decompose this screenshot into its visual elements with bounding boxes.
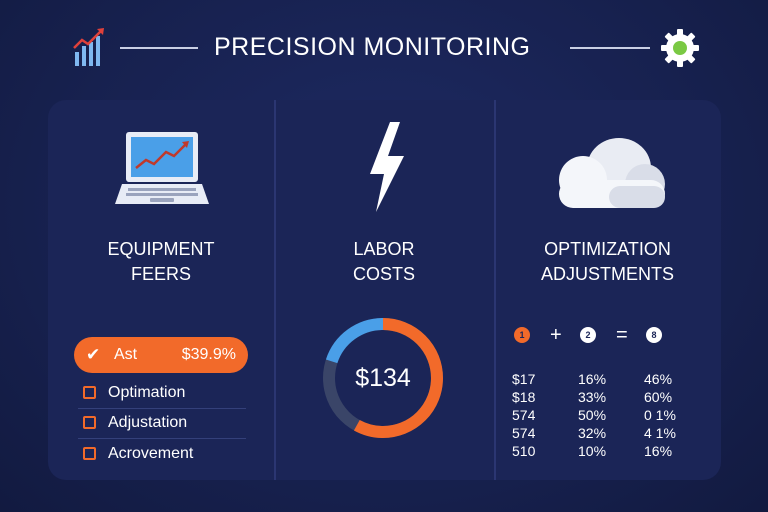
lightning-bolt-icon bbox=[370, 122, 404, 212]
main-panel: EQUIPMENT FEERS ✔ Ast $39.9% Optimation … bbox=[48, 100, 721, 480]
table-cell: $17 bbox=[512, 371, 536, 387]
equipment-title-line1: EQUIPMENT bbox=[107, 239, 215, 259]
table-cell: 4 1% bbox=[644, 425, 676, 441]
table-cell: 0 1% bbox=[644, 407, 676, 423]
list-divider bbox=[78, 438, 246, 439]
labor-title-line1: LABOR bbox=[353, 239, 415, 259]
donut-value: $134 bbox=[355, 364, 411, 392]
table-cell: 33% bbox=[578, 389, 607, 405]
highlight-pill[interactable]: ✔ Ast $39.9% bbox=[74, 337, 248, 373]
table-cell: 10% bbox=[578, 443, 607, 459]
list-item-label: Optimation bbox=[108, 384, 186, 401]
table-cell: 50% bbox=[578, 407, 607, 423]
list-item-label: Acrovement bbox=[108, 445, 194, 462]
table-cell: 16% bbox=[644, 443, 673, 459]
gear-icon[interactable] bbox=[660, 28, 700, 68]
pill-value: $39.9% bbox=[181, 346, 236, 363]
laptop-chart-icon bbox=[115, 132, 209, 204]
list-item[interactable]: Acrovement bbox=[78, 440, 246, 470]
column-divider bbox=[494, 100, 496, 480]
table-cell: 510 bbox=[512, 443, 536, 459]
header: PRECISION MONITORING bbox=[0, 0, 768, 95]
labor-column: LABOR COSTS $134 bbox=[274, 100, 494, 480]
donut-segment-orange bbox=[323, 318, 443, 438]
equation-term-a: 1 bbox=[514, 327, 530, 343]
equation-equals: = bbox=[616, 324, 628, 346]
equipment-column: EQUIPMENT FEERS ✔ Ast $39.9% Optimation … bbox=[48, 100, 274, 480]
edit-checkbox-icon bbox=[83, 386, 96, 399]
donut-segment-blue bbox=[323, 318, 443, 438]
list-item[interactable]: Optimation bbox=[78, 379, 246, 409]
labor-title-line2: COSTS bbox=[352, 264, 415, 284]
header-divider-left bbox=[120, 47, 198, 49]
optimization-title-line1: OPTIMIZATION bbox=[544, 239, 671, 259]
pill-label: Ast bbox=[114, 346, 138, 363]
equation-term-c: 8 bbox=[646, 327, 662, 343]
edit-checkbox-icon bbox=[83, 416, 96, 429]
table-cell: 574 bbox=[512, 407, 536, 423]
equipment-title-line2: FEERS bbox=[130, 264, 191, 284]
donut-gauge bbox=[323, 318, 443, 438]
table-cell: 574 bbox=[512, 425, 536, 441]
list-item[interactable]: Adjustation bbox=[78, 409, 246, 439]
bar-chart-growth-icon bbox=[73, 28, 104, 66]
list-item-label: Adjustation bbox=[108, 414, 188, 431]
header-divider-right bbox=[570, 47, 650, 49]
table-cell: 60% bbox=[644, 389, 673, 405]
table-cell: $18 bbox=[512, 389, 536, 405]
optimization-column: OPTIMIZATION ADJUSTMENTS 1 + 2 = 8 $17 1… bbox=[494, 100, 721, 480]
optimization-title-line2: ADJUSTMENTS bbox=[540, 264, 674, 284]
edit-checkbox-icon bbox=[83, 447, 96, 460]
table-cell: 32% bbox=[578, 425, 607, 441]
list-divider bbox=[78, 408, 246, 409]
check-icon: ✔ bbox=[86, 345, 101, 364]
page-title: PRECISION MONITORING bbox=[214, 33, 531, 61]
equation-plus: + bbox=[550, 324, 562, 346]
table-cell: 46% bbox=[644, 371, 673, 387]
equation-term-b: 2 bbox=[580, 327, 596, 343]
cloud-icon bbox=[559, 138, 665, 208]
column-divider bbox=[274, 100, 276, 480]
table-cell: 16% bbox=[578, 371, 607, 387]
